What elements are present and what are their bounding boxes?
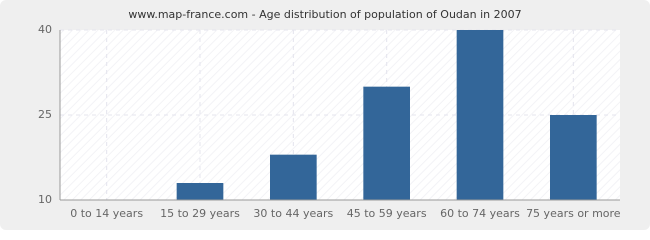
x-tick-label: 75 years or more — [526, 207, 621, 220]
bar — [176, 183, 224, 200]
x-tick-label: 30 to 44 years — [253, 207, 333, 220]
y-tick-label: 40 — [38, 23, 52, 36]
y-tick-label: 25 — [38, 108, 52, 121]
chart-title: www.map-france.com - Age distribution of… — [128, 8, 521, 21]
bar — [456, 30, 504, 200]
bar — [363, 86, 410, 200]
x-tick-label: 0 to 14 years — [70, 207, 143, 220]
bar — [270, 154, 317, 200]
x-tick-label: 45 to 59 years — [347, 207, 427, 220]
y-tick-label: 10 — [38, 193, 52, 206]
chart: www.map-france.com - Age distribution of… — [0, 0, 650, 230]
x-tick-label: 60 to 74 years — [440, 207, 520, 220]
x-tick-label: 15 to 29 years — [160, 207, 240, 220]
bar — [550, 115, 597, 200]
